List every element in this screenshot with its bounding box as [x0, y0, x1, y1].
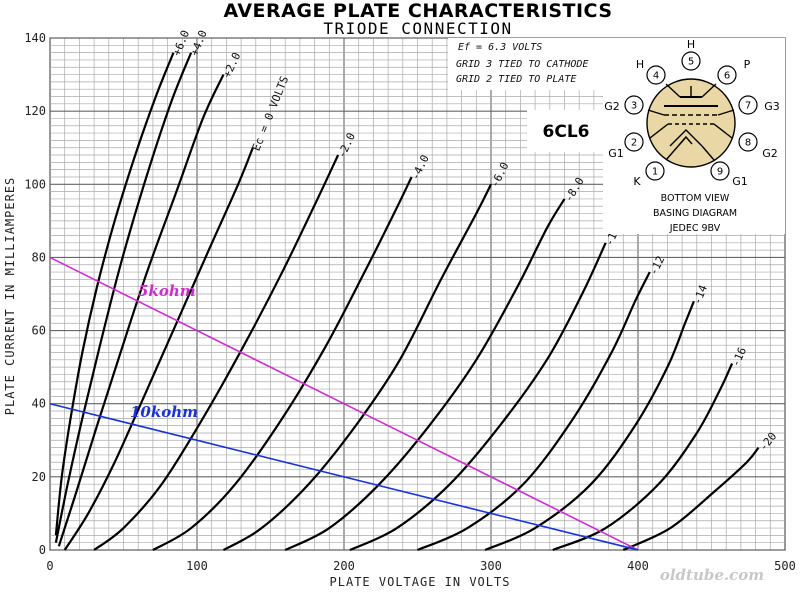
y-tick-label: 140: [24, 31, 46, 45]
pin-number: 6: [724, 71, 730, 82]
x-tick-label: 200: [333, 559, 355, 573]
plate-curve: [54, 52, 193, 543]
x-tick-label: 500: [774, 559, 796, 573]
jedec-label: JEDEC 9BV: [669, 223, 721, 234]
x-tick-label: 0: [46, 559, 53, 573]
y-tick-label: 120: [24, 104, 46, 118]
y-axis-label: PLATE CURRENT IN MILLIAMPERES: [3, 177, 17, 416]
tube-name-background: [527, 110, 603, 152]
pin-circle: [717, 65, 737, 85]
plate-curve: [152, 176, 413, 551]
pin-label: G2: [604, 100, 620, 113]
pin-label: G2: [762, 147, 778, 160]
pin-circle: [645, 161, 665, 181]
pin-number: 9: [717, 167, 723, 178]
note-filament: Ef = 6.3 VOLTS: [458, 42, 542, 53]
y-tick-label: 60: [32, 324, 46, 338]
plate-curve: [63, 147, 254, 551]
pin-label: G1: [732, 175, 748, 188]
basing-diagram-label: BASING DIAGRAM: [653, 208, 737, 219]
chart-subtitle: TRIODE CONNECTION: [323, 19, 512, 38]
load-line-label: 10kohm: [130, 403, 198, 421]
pin-label: P: [744, 58, 751, 71]
pin-circle: [624, 132, 644, 152]
pin-circle: [738, 95, 758, 115]
x-tick-label: 100: [186, 559, 208, 573]
pin-label: H: [687, 38, 695, 51]
tube-name: 6CL6: [543, 122, 590, 142]
plate-curve: [54, 52, 175, 536]
pin-label: G1: [608, 147, 624, 160]
note-grid2: GRID 2 TIED TO PLATE: [456, 74, 576, 85]
load-line: [49, 256, 639, 551]
pin-label: G3: [764, 100, 780, 113]
y-tick-label: 80: [32, 250, 46, 264]
load-lines: 5kohm 10kohm: [49, 256, 639, 551]
bottom-view-label: BOTTOM VIEW: [661, 193, 730, 204]
pin-number: 1: [652, 167, 658, 178]
watermark-text: oldtube.com: [660, 566, 764, 584]
x-axis-label: PLATE VOLTAGE IN VOLTS: [330, 575, 511, 589]
x-tick-label: 300: [480, 559, 502, 573]
pin-circle: [624, 95, 644, 115]
pin-number: 5: [688, 57, 694, 68]
chart-title: AVERAGE PLATE CHARACTERISTICS: [223, 0, 612, 22]
pin-number: 8: [745, 138, 751, 149]
y-tick-label: 20: [32, 470, 46, 484]
y-tick-label: 0: [39, 543, 46, 557]
pin-circle: [646, 65, 666, 85]
axis-ticks: 0 100 200 300 400 500 0 20 40 60 80 100 120 140: [24, 31, 796, 573]
notes-background: [448, 38, 604, 90]
plate-curve: [552, 363, 734, 552]
plate-curve: [349, 242, 607, 551]
plate-curve: [222, 183, 492, 551]
plate-curve: [622, 446, 760, 551]
plate-curve: [284, 198, 566, 551]
pin-number: 7: [745, 101, 751, 112]
plate-curve: [57, 74, 225, 547]
electrode-symbol-icon: [647, 83, 735, 161]
tube-base-disc: [646, 78, 736, 168]
plate-curve: [93, 154, 340, 551]
pin-number: 3: [631, 101, 637, 112]
pin-circle: [681, 51, 701, 71]
load-line: [49, 402, 639, 551]
y-tick-label: 40: [32, 397, 46, 411]
pin-circle: [710, 161, 730, 181]
pin-circle: [738, 132, 758, 152]
plate-curve: [417, 271, 651, 552]
pin-number: 4: [653, 71, 659, 82]
y-tick-label: 100: [24, 177, 46, 191]
x-tick-label: 400: [627, 559, 649, 573]
plate-curve: [484, 300, 695, 552]
note-grid3: GRID 3 TIED TO CATHODE: [456, 59, 588, 70]
load-line-label: 5kohm: [138, 282, 196, 300]
pin-label: K: [633, 175, 641, 188]
pin-number: 2: [631, 138, 637, 149]
pin-label: H: [636, 58, 644, 71]
